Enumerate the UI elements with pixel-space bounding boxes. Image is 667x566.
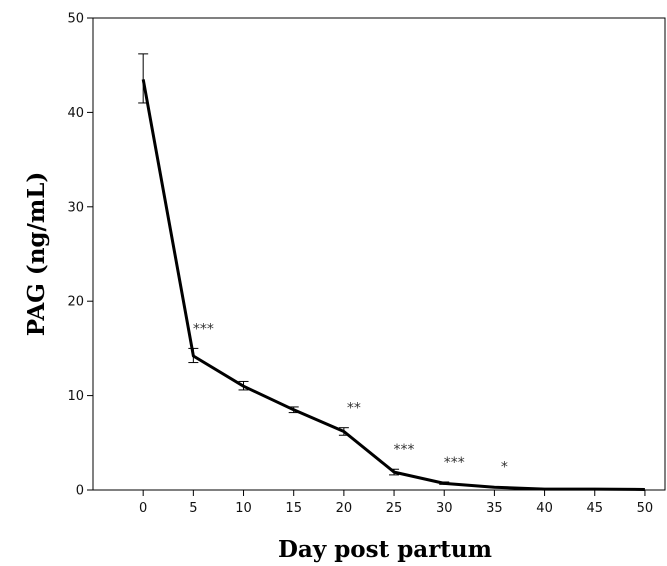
- error-bars: [138, 53, 450, 485]
- significance-label: **: [347, 401, 361, 417]
- y-tick-label: 20: [67, 295, 84, 310]
- y-tick-label: 10: [67, 389, 84, 404]
- significance-markers: *********** *: [193, 321, 508, 475]
- x-tick-label: 45: [586, 501, 603, 516]
- x-axis-title: Day post partum: [278, 536, 492, 563]
- significance-label: ***: [394, 442, 415, 458]
- x-tick-label: 15: [285, 501, 302, 516]
- x-tick-label: 40: [536, 501, 553, 516]
- x-tick-label: 25: [386, 501, 403, 516]
- y-tick-label: 0: [76, 484, 84, 499]
- x-tick-label: 5: [189, 501, 197, 516]
- x-axis: 0 5 10 15 20 25 30 35 40 45 50: [139, 490, 653, 516]
- x-tick-label: 50: [637, 501, 654, 516]
- series-line: [141, 79, 645, 491]
- x-tick-label: 10: [235, 501, 252, 516]
- significance-label: ***: [444, 455, 465, 471]
- x-tick-label: 35: [486, 501, 503, 516]
- x-tick-label: 20: [336, 501, 353, 516]
- significance-label: ***: [193, 321, 214, 337]
- y-tick-label: 30: [67, 200, 84, 215]
- y-tick-label: 50: [67, 12, 84, 27]
- x-tick-label: 30: [436, 501, 453, 516]
- plot-frame: [92, 17, 666, 491]
- y-tick-label: 40: [67, 106, 84, 121]
- x-tick-label: 0: [139, 501, 147, 516]
- y-axis: 0 10 20 30 40 50: [67, 12, 93, 499]
- significance-label: *: [501, 460, 508, 476]
- y-axis-title: PAG (ng/mL): [23, 172, 50, 337]
